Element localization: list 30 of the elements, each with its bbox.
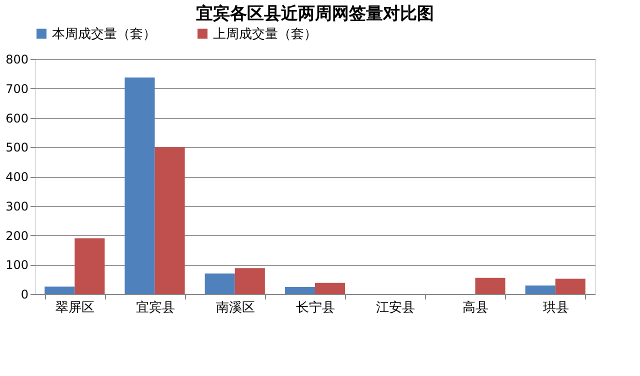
legend-label: 上周成交量（套）: [213, 26, 317, 42]
bar: [525, 285, 556, 294]
bar: [74, 238, 105, 294]
bar: [475, 278, 506, 294]
y-tick-label: 400: [6, 170, 28, 184]
y-tick-label: 600: [6, 111, 28, 126]
x-tick-label: 珙县: [542, 300, 569, 316]
y-tick-label: 800: [6, 52, 28, 66]
bar: [44, 286, 75, 294]
bar: [204, 273, 235, 294]
y-tick-label: 700: [6, 82, 28, 96]
bar: [315, 282, 346, 294]
bar: [124, 78, 155, 294]
x-tick-label: 南溪区: [216, 300, 255, 316]
y-tick-label: 100: [6, 258, 28, 272]
bar: [284, 286, 315, 294]
x-tick-label: 长宁县: [296, 300, 335, 316]
x-tick-label: 翠屏区: [56, 300, 95, 316]
x-tick-label: 宜宾县: [136, 300, 175, 316]
y-tick-label: 200: [6, 228, 28, 243]
y-tick-label: 300: [6, 199, 28, 214]
x-tick-label: 江安县: [376, 300, 416, 316]
legend-label: 本周成交量（套）: [52, 26, 156, 42]
bar: [234, 268, 265, 294]
bar: [154, 147, 185, 294]
y-tick-label: 0: [20, 288, 28, 302]
chart-title: 宜宾各区县近两周网签量对比图: [196, 4, 434, 24]
y-tick-label: 500: [6, 140, 28, 155]
x-tick-label: 高县: [462, 300, 489, 316]
bar: [555, 278, 586, 294]
